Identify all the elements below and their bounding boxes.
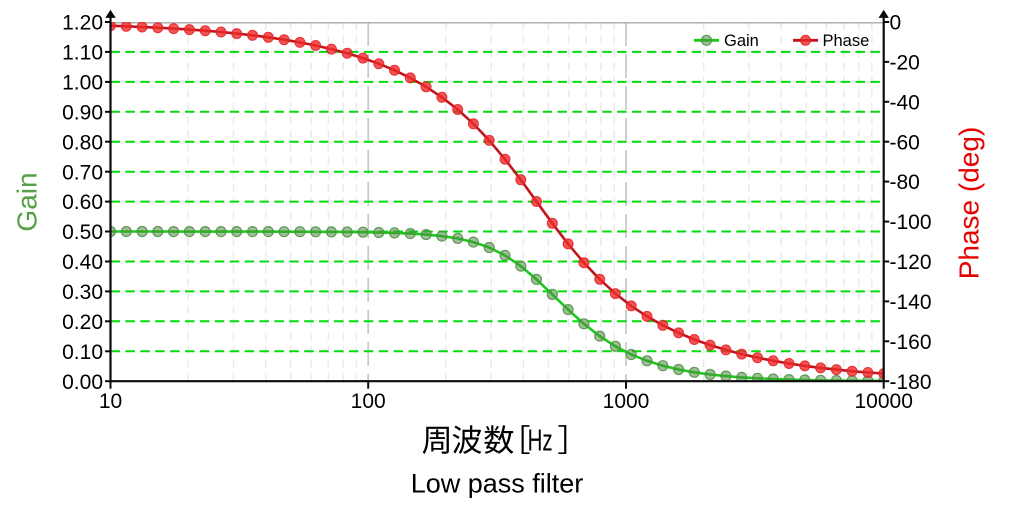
svg-text:0.30: 0.30: [62, 281, 103, 304]
svg-text:1000: 1000: [603, 390, 650, 413]
svg-text:-60: -60: [890, 131, 920, 154]
svg-text:Low pass filter: Low pass filter: [411, 469, 584, 499]
svg-text:100: 100: [351, 390, 386, 413]
svg-text:0.50: 0.50: [62, 221, 103, 244]
svg-text:-100: -100: [890, 211, 932, 234]
svg-text:Gain: Gain: [12, 172, 43, 231]
svg-text:-20: -20: [890, 52, 920, 75]
svg-text:Phase: Phase: [823, 32, 870, 50]
svg-text:0.90: 0.90: [62, 101, 103, 124]
svg-text:0: 0: [890, 12, 902, 35]
svg-text:Hz: Hz: [528, 422, 553, 457]
svg-text:-40: -40: [890, 91, 920, 114]
svg-text:-140: -140: [890, 291, 932, 314]
svg-text:0.10: 0.10: [62, 341, 103, 364]
svg-text:-120: -120: [890, 251, 932, 274]
svg-text:0.00: 0.00: [62, 371, 103, 394]
svg-text:0.80: 0.80: [62, 131, 103, 154]
svg-text:0.60: 0.60: [62, 191, 103, 214]
svg-text:1.00: 1.00: [62, 72, 103, 95]
svg-text:-160: -160: [890, 331, 932, 354]
svg-text:10: 10: [99, 390, 122, 413]
svg-text:-180: -180: [890, 371, 932, 394]
svg-text:-80: -80: [890, 171, 920, 194]
svg-text:Phase (deg): Phase (deg): [954, 127, 985, 280]
svg-text:1.10: 1.10: [62, 42, 103, 65]
svg-text:0.70: 0.70: [62, 161, 103, 184]
svg-text:10000: 10000: [854, 390, 912, 413]
svg-text:1.20: 1.20: [62, 12, 103, 35]
svg-text:0.40: 0.40: [62, 251, 103, 274]
svg-text:0.20: 0.20: [62, 311, 103, 334]
svg-text:Gain: Gain: [724, 32, 759, 50]
